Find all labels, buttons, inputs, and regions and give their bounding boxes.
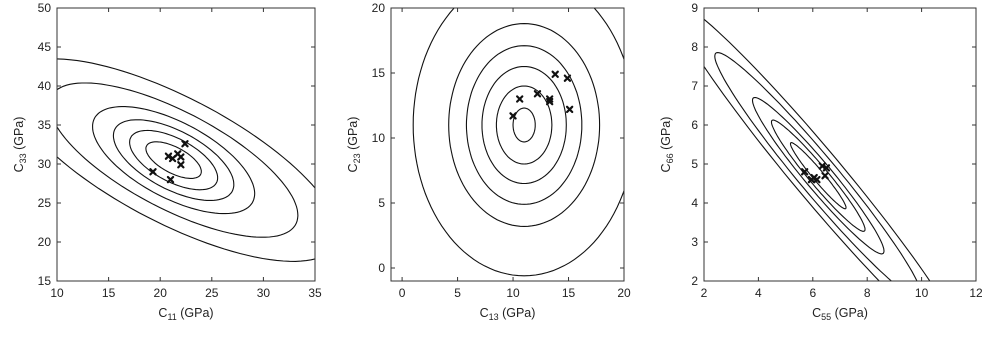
plot-frame <box>56 7 316 282</box>
y-tick-label: 50 <box>38 1 52 15</box>
x-tick-label: 20 <box>617 286 631 300</box>
data-point-marker <box>509 112 517 120</box>
y-tick-label: 15 <box>38 274 52 288</box>
contour-group <box>704 18 931 281</box>
contour-line <box>714 52 918 281</box>
plot-frame <box>703 7 977 282</box>
y-tick-label: 5 <box>691 157 698 171</box>
x-tick-label: 20 <box>154 286 168 300</box>
contour-line <box>751 96 885 255</box>
contour-line <box>92 106 256 215</box>
x-tick-label: 10 <box>50 286 64 300</box>
data-point-marker <box>818 162 827 170</box>
y-axis-label: C66 (GPa) <box>659 117 675 173</box>
contour-line <box>57 58 315 262</box>
y-tick-label: 20 <box>372 1 386 15</box>
x-tick-label: 4 <box>755 286 762 300</box>
x-tick-label: 5 <box>454 286 461 300</box>
chart-panel-3: 2 4 6 8 10 12 2 3 4 5 6 7 8 9 C55 (GPa) C66 (GPa) <box>659 1 982 322</box>
contour-line <box>412 8 624 277</box>
y-tick-label: 0 <box>378 261 385 275</box>
y-tick-label: 7 <box>691 79 698 93</box>
x-tick-label: 8 <box>864 286 871 300</box>
y-tick-label: 30 <box>38 157 52 171</box>
x-axis-label: C13 (GPa) <box>480 306 536 322</box>
x-tick-label: 10 <box>915 286 929 300</box>
data-point-marker <box>821 172 829 180</box>
contour-line <box>495 85 553 165</box>
data-point-marker <box>149 168 157 176</box>
data-point-marker <box>800 168 809 176</box>
data-point-marker <box>563 74 572 82</box>
y-tick-label: 10 <box>372 131 386 145</box>
x-tick-label: 15 <box>562 286 576 300</box>
data-point-marker <box>533 90 542 98</box>
contour-line <box>57 82 299 238</box>
x-tick-label: 10 <box>506 286 520 300</box>
y-tick-label: 8 <box>691 40 698 54</box>
contour-line <box>465 45 583 205</box>
x-axis-label: C11 (GPa) <box>158 306 213 322</box>
x-axis-label: C55 (GPa) <box>812 306 868 322</box>
data-point-marker <box>166 175 175 184</box>
y-tick-label: 40 <box>38 79 52 93</box>
y-axis-label: C33 (GPa) <box>12 117 28 173</box>
data-point-marker <box>516 95 524 103</box>
x-tick-label: 6 <box>809 286 816 300</box>
contour-line <box>129 129 219 191</box>
y-tick-label: 5 <box>378 196 385 210</box>
contour-line <box>112 119 235 201</box>
data-point-marker <box>164 152 173 160</box>
data-point-marker <box>565 105 574 114</box>
data-point-marker <box>551 70 559 79</box>
contour-group <box>57 58 315 262</box>
y-tick-label: 35 <box>38 118 52 132</box>
contour-group <box>412 8 624 277</box>
contour-line <box>770 119 866 232</box>
x-tick-label: 2 <box>701 286 708 300</box>
x-tick-label: 30 <box>257 286 271 300</box>
y-tick-label: 45 <box>38 40 52 54</box>
y-tick-label: 6 <box>691 118 698 132</box>
contour-line <box>448 23 601 227</box>
contour-line <box>512 107 536 143</box>
contour-line <box>704 18 931 281</box>
x-tick-label: 12 <box>969 286 982 300</box>
data-point-marker <box>545 95 554 103</box>
x-tick-label: 15 <box>102 286 116 300</box>
y-tick-label: 3 <box>691 235 698 249</box>
data-point-marker <box>177 153 185 161</box>
contour-line <box>145 141 202 179</box>
data-point-marker <box>177 161 185 169</box>
y-tick-label: 15 <box>372 66 386 80</box>
data-point-marker <box>813 175 821 184</box>
x-tick-label: 25 <box>205 286 219 300</box>
plot-frame <box>390 7 625 282</box>
y-tick-label: 20 <box>38 235 52 249</box>
contour-line <box>481 65 567 185</box>
data-point-marker <box>822 164 831 172</box>
x-tick-label: 35 <box>308 286 322 300</box>
y-tick-label: 25 <box>38 196 52 210</box>
x-tick-label: 0 <box>399 286 406 300</box>
contour-line <box>789 142 847 210</box>
y-axis-label: C23 (GPa) <box>346 117 362 173</box>
y-tick-label: 9 <box>691 1 698 15</box>
y-tick-label: 2 <box>691 274 698 288</box>
y-tick-label: 4 <box>691 196 698 210</box>
data-point-marker <box>181 140 189 148</box>
chart-panel-2: 0 5 10 15 20 0 5 10 15 20 C13 (GPa) C23 (GPa) <box>346 1 631 322</box>
